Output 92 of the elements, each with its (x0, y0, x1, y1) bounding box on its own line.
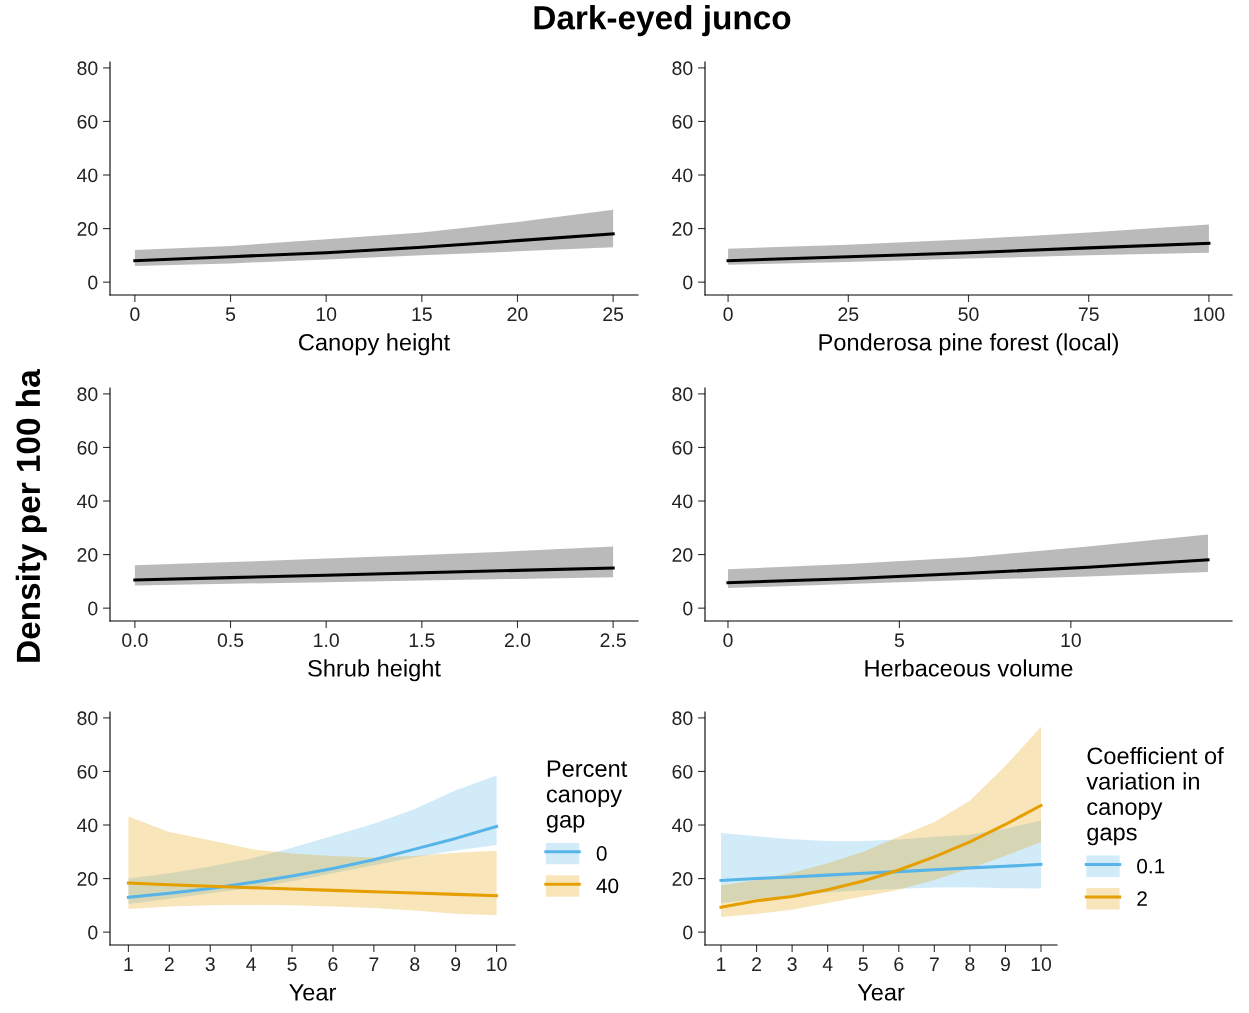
y-tick-label: 20 (77, 872, 98, 886)
x-tick-label: 5 (287, 957, 297, 972)
chart-title: Dark-eyed junco (534, 5, 791, 37)
x-tick-label: 5 (858, 957, 868, 972)
y-tick-label: 60 (77, 440, 98, 455)
y-tick-label: 80 (672, 387, 693, 402)
y-tick-label: 80 (672, 711, 693, 726)
x-axis-title: Ponderosa pine forest (local) (819, 333, 1118, 356)
x-tick-label: 5 (894, 633, 904, 648)
x-tick-label: 1.0 (314, 633, 339, 648)
y-tick-label: 80 (77, 711, 98, 726)
legend-title: Percent canopy gap (546, 760, 628, 833)
x-tick-label: 50 (958, 307, 979, 322)
y-tick-label: 60 (77, 764, 98, 779)
y-tick-label: 0 (683, 275, 693, 290)
x-tick-label: 0.5 (217, 633, 244, 648)
x-tick-label: 0 (130, 307, 140, 322)
x-tick-label: 5 (225, 307, 236, 322)
y-tick-label: 0 (88, 925, 98, 940)
x-tick-label: 1 (717, 957, 726, 971)
y-tick-label: 0 (88, 601, 98, 616)
y-tick-label: 40 (672, 168, 693, 183)
legend-label: 2 (1137, 891, 1147, 906)
x-tick-label: 7 (929, 957, 939, 971)
x-tick-label: 3 (787, 957, 797, 972)
x-tick-label: 15 (412, 307, 432, 322)
y-tick-label: 60 (672, 764, 693, 779)
x-tick-label: 8 (965, 957, 975, 972)
legend-label: 0.1 (1137, 858, 1165, 874)
x-tick-label: 3 (205, 957, 215, 972)
line-series (126, 881, 499, 898)
x-tick-label: 8 (410, 957, 420, 972)
y-tick-label: 60 (672, 114, 693, 129)
y-tick-label: 40 (77, 818, 98, 833)
y-tick-label: 40 (77, 168, 98, 183)
x-tick-label: 1 (124, 957, 133, 971)
x-tick-label: 9 (451, 957, 461, 972)
x-tick-label: 2 (752, 957, 761, 971)
y-tick-label: 0 (683, 601, 693, 616)
x-tick-label: 75 (1078, 307, 1099, 322)
legend-label: 0 (596, 846, 607, 861)
line-series (719, 803, 1043, 909)
legend-title: Coefficient of variation in canopy gaps (1086, 746, 1224, 846)
y-tick-label: 0 (683, 925, 693, 940)
line-series (133, 566, 615, 582)
y-tick-label: 80 (672, 61, 693, 76)
y-tick-label: 80 (77, 61, 98, 76)
x-tick-label: 0 (723, 307, 733, 322)
x-axis-title: Shrub height (308, 659, 441, 682)
x-axis-title: Year (289, 984, 336, 1001)
x-tick-label: 10 (1061, 633, 1081, 648)
line-series (126, 824, 499, 899)
y-tick-label: 20 (672, 872, 693, 886)
y-tick-label: 60 (77, 114, 98, 129)
x-tick-label: 2 (164, 957, 174, 971)
x-tick-label: 9 (1000, 957, 1010, 972)
line-series (719, 862, 1043, 882)
y-tick-label: 20 (77, 548, 98, 562)
x-tick-label: 4 (246, 957, 256, 971)
x-tick-label: 4 (822, 957, 833, 971)
x-tick-label: 6 (894, 957, 904, 972)
x-tick-label: 100 (1194, 307, 1225, 322)
x-tick-label: 20 (507, 307, 528, 322)
x-tick-label: 2.5 (600, 633, 626, 648)
y-tick-label: 40 (672, 494, 693, 509)
y-tick-label: 60 (672, 440, 693, 455)
legend-label: 40 (596, 878, 619, 894)
x-tick-label: 10 (487, 957, 507, 972)
y-tick-label: 80 (77, 387, 98, 402)
y-tick-label: 20 (77, 222, 98, 236)
x-tick-label: 10 (1031, 957, 1052, 972)
x-tick-label: 25 (603, 307, 624, 322)
x-tick-label: 10 (316, 307, 337, 322)
x-tick-label: 25 (838, 307, 859, 322)
x-tick-label: 2.0 (504, 633, 531, 648)
x-tick-label: 0 (723, 633, 733, 648)
x-tick-label: 0.0 (122, 633, 148, 648)
line-series (726, 558, 1210, 585)
x-tick-label: 7 (369, 957, 379, 971)
x-axis-title: Year (857, 984, 905, 1001)
x-axis-title: Canopy height (299, 333, 450, 356)
y-tick-label: 20 (672, 548, 693, 562)
y-tick-label: 0 (88, 275, 98, 290)
y-tick-label: 40 (77, 494, 98, 509)
x-axis-title: Herbaceous volume (865, 659, 1073, 677)
y-tick-label: 20 (672, 222, 693, 236)
x-tick-label: 6 (328, 957, 338, 972)
y-axis-title: Density per 100 ha (15, 369, 47, 662)
y-tick-label: 40 (672, 818, 693, 833)
line-series (133, 232, 615, 263)
x-tick-label: 1.5 (409, 633, 435, 648)
line-series (726, 241, 1211, 263)
